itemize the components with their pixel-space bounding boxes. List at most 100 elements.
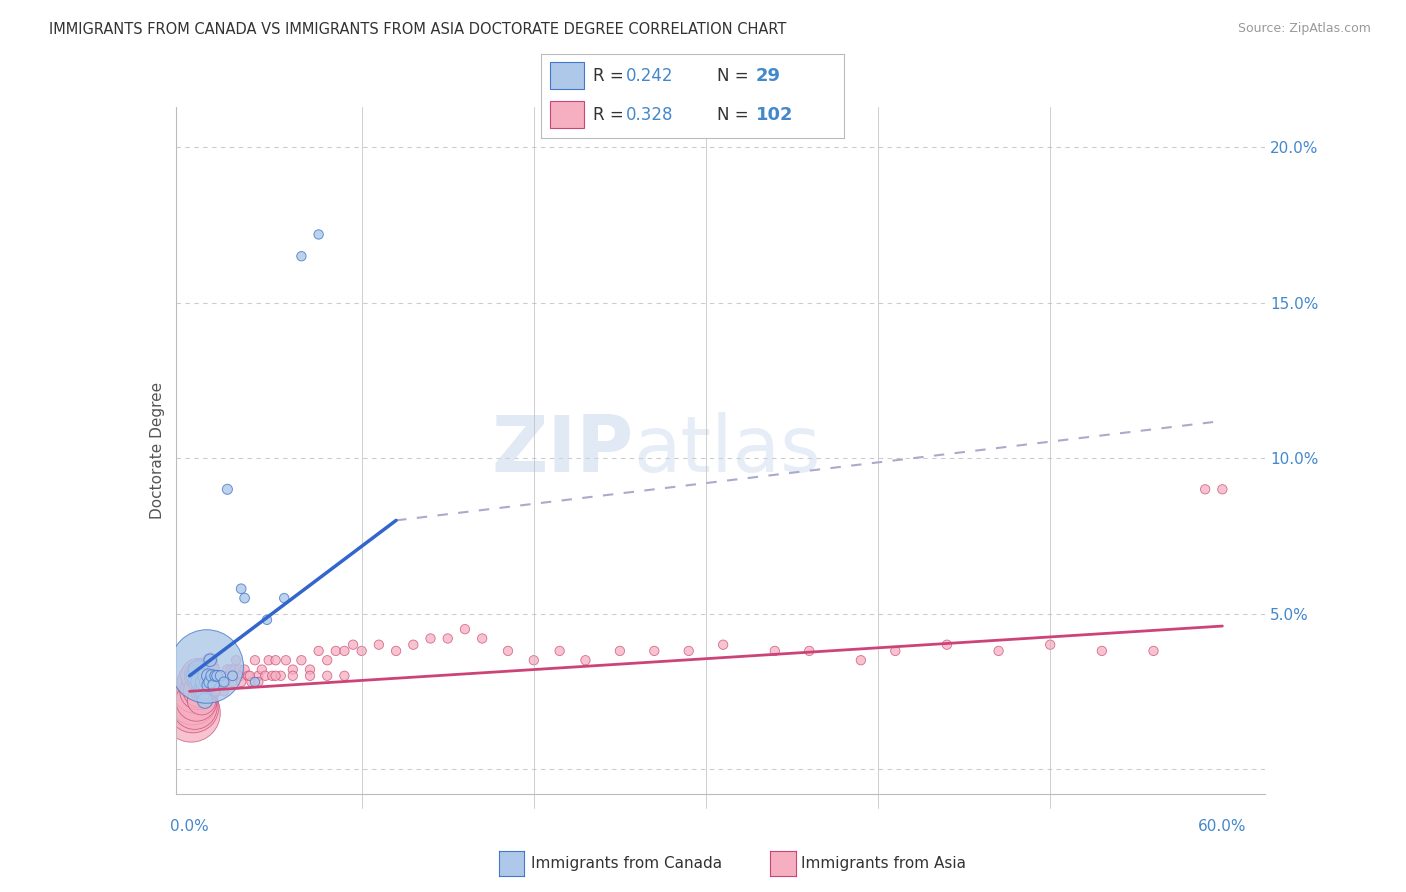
Point bbox=[436, 632, 458, 646]
Point bbox=[316, 653, 339, 667]
Text: Immigrants from Asia: Immigrants from Asia bbox=[801, 856, 966, 871]
Point bbox=[231, 582, 253, 596]
Text: 0.242: 0.242 bbox=[626, 68, 673, 86]
Point bbox=[243, 653, 266, 667]
Point bbox=[190, 693, 212, 707]
Point bbox=[236, 669, 259, 683]
Point bbox=[224, 663, 246, 677]
Point bbox=[219, 663, 242, 677]
Point bbox=[180, 706, 202, 720]
Point bbox=[212, 684, 235, 698]
Point bbox=[678, 644, 700, 658]
Point bbox=[205, 669, 228, 683]
Point bbox=[231, 675, 253, 690]
Point bbox=[247, 675, 270, 690]
Point bbox=[298, 669, 321, 683]
Point bbox=[194, 693, 217, 707]
Text: IMMIGRANTS FROM CANADA VS IMMIGRANTS FROM ASIA DOCTORATE DEGREE CORRELATION CHAR: IMMIGRANTS FROM CANADA VS IMMIGRANTS FRO… bbox=[49, 22, 786, 37]
Text: Source: ZipAtlas.com: Source: ZipAtlas.com bbox=[1237, 22, 1371, 36]
Point bbox=[187, 684, 209, 698]
Point bbox=[187, 669, 209, 683]
Point bbox=[367, 638, 389, 652]
Point bbox=[350, 644, 373, 658]
Point bbox=[799, 644, 821, 658]
Point bbox=[201, 675, 224, 690]
Point bbox=[204, 669, 226, 683]
Point bbox=[385, 644, 408, 658]
Point bbox=[194, 669, 217, 683]
Point bbox=[204, 684, 226, 698]
Text: N =: N = bbox=[717, 106, 748, 124]
Point bbox=[195, 669, 218, 683]
Point bbox=[270, 669, 292, 683]
Point bbox=[183, 699, 205, 714]
Point bbox=[333, 644, 356, 658]
Point bbox=[218, 669, 240, 683]
Point bbox=[221, 669, 243, 683]
Point bbox=[208, 675, 231, 690]
Point bbox=[204, 684, 226, 698]
Point bbox=[198, 653, 221, 667]
Point bbox=[211, 675, 233, 690]
Text: R =: R = bbox=[593, 106, 628, 124]
Point bbox=[231, 669, 253, 683]
Point bbox=[243, 675, 266, 690]
Point bbox=[194, 663, 217, 677]
Point bbox=[197, 669, 219, 683]
Point bbox=[308, 227, 330, 242]
Point bbox=[228, 663, 250, 677]
Point bbox=[201, 669, 224, 683]
Point bbox=[711, 638, 734, 652]
Point bbox=[548, 644, 571, 658]
Text: 0.0%: 0.0% bbox=[170, 819, 209, 834]
Text: 0.328: 0.328 bbox=[626, 106, 673, 124]
Point bbox=[212, 675, 235, 690]
Point bbox=[316, 669, 339, 683]
Point bbox=[202, 675, 225, 690]
Point bbox=[1039, 638, 1062, 652]
Point bbox=[1211, 483, 1233, 497]
Text: 60.0%: 60.0% bbox=[1198, 819, 1247, 834]
Point bbox=[221, 669, 243, 683]
Point bbox=[574, 653, 596, 667]
Point bbox=[342, 638, 364, 652]
Point bbox=[212, 669, 235, 683]
Point bbox=[188, 684, 211, 698]
Point bbox=[217, 663, 239, 677]
Point bbox=[250, 663, 273, 677]
Bar bbox=[550, 62, 583, 89]
Point bbox=[217, 483, 239, 497]
Point bbox=[257, 653, 280, 667]
Point bbox=[609, 644, 631, 658]
Point bbox=[198, 669, 221, 683]
Point bbox=[193, 684, 215, 698]
Text: N =: N = bbox=[717, 68, 748, 86]
Point bbox=[188, 675, 211, 690]
Point bbox=[254, 669, 277, 683]
Point bbox=[181, 693, 204, 707]
Text: Immigrants from Canada: Immigrants from Canada bbox=[531, 856, 723, 871]
Point bbox=[225, 653, 247, 667]
Point bbox=[193, 684, 215, 698]
Point bbox=[884, 644, 907, 658]
Point bbox=[221, 675, 243, 690]
Point bbox=[215, 675, 238, 690]
Point bbox=[290, 249, 312, 263]
Point bbox=[935, 638, 957, 652]
Point bbox=[190, 675, 212, 690]
Point bbox=[233, 663, 256, 677]
Text: ZIP: ZIP bbox=[491, 412, 633, 489]
Text: atlas: atlas bbox=[633, 412, 821, 489]
Point bbox=[186, 675, 208, 690]
Point bbox=[402, 638, 425, 652]
Point bbox=[202, 678, 225, 692]
Point bbox=[643, 644, 665, 658]
Point bbox=[226, 669, 249, 683]
Point bbox=[201, 659, 224, 673]
Point bbox=[523, 653, 546, 667]
Point bbox=[198, 675, 221, 690]
Point bbox=[181, 699, 204, 714]
Point bbox=[205, 669, 228, 683]
Point bbox=[333, 669, 356, 683]
Point bbox=[419, 632, 441, 646]
